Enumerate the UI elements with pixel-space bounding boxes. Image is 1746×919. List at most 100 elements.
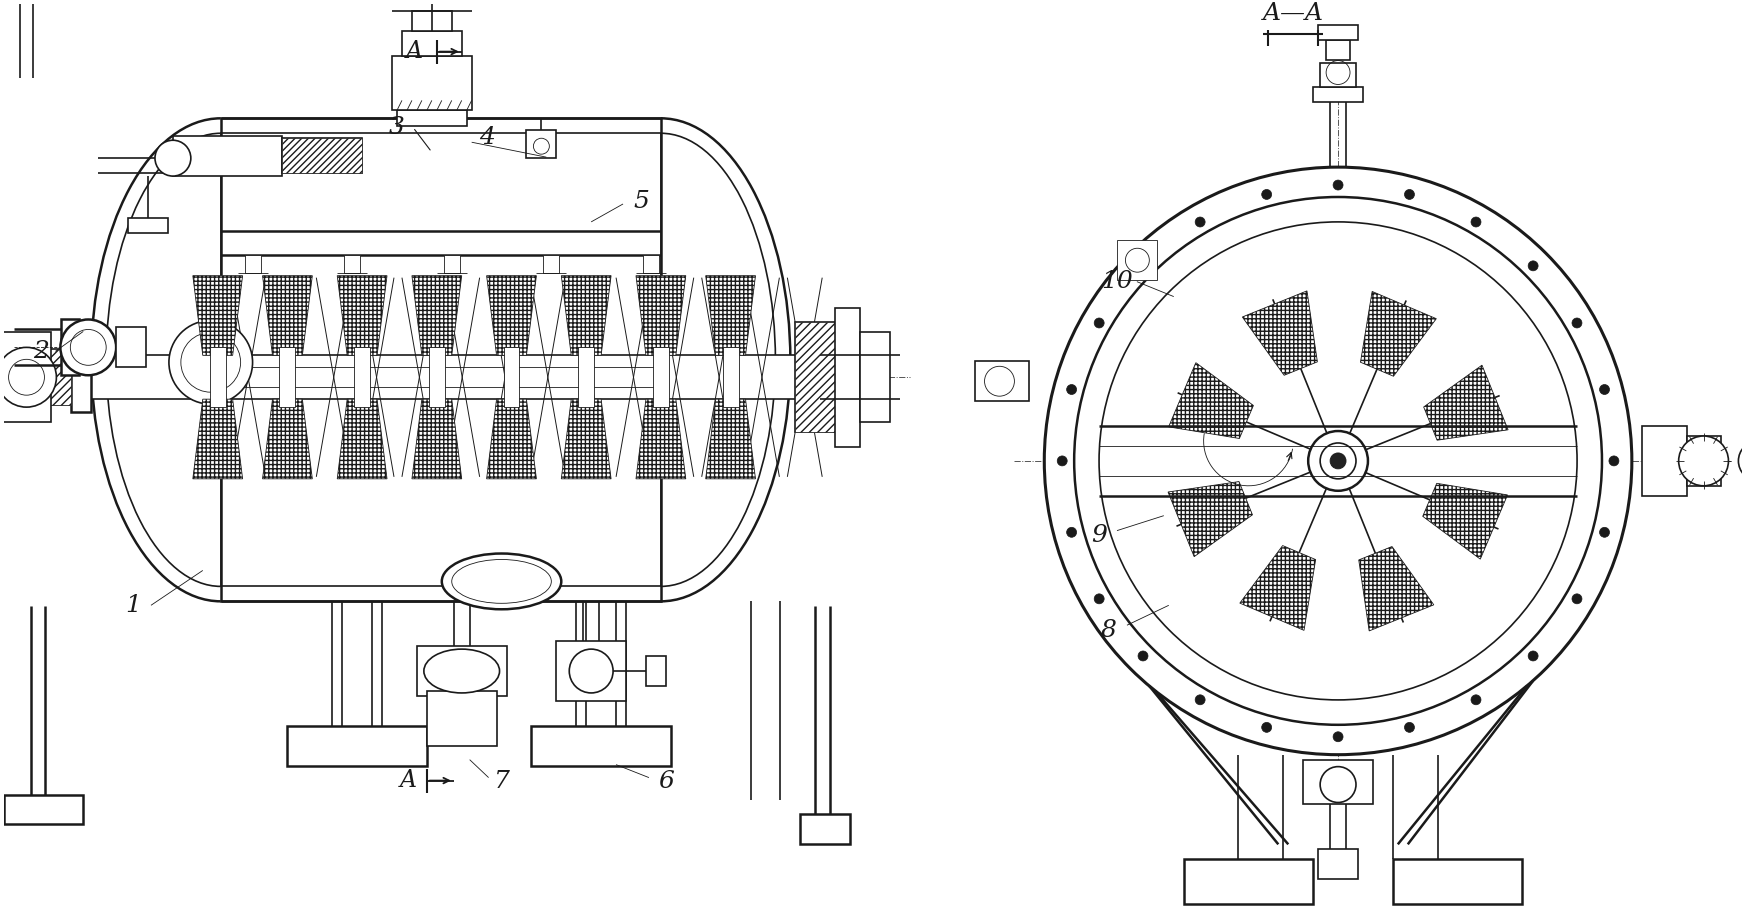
Polygon shape xyxy=(1168,363,1254,438)
Bar xyxy=(861,333,890,422)
Bar xyxy=(117,327,147,368)
Bar xyxy=(354,347,370,407)
Circle shape xyxy=(1196,217,1205,227)
Circle shape xyxy=(155,141,190,176)
Bar xyxy=(1318,25,1358,40)
Text: 1: 1 xyxy=(126,594,141,617)
Bar xyxy=(2,333,51,422)
Bar xyxy=(1117,240,1158,280)
Bar xyxy=(344,255,360,273)
Bar xyxy=(557,641,627,701)
Bar xyxy=(503,347,520,407)
Circle shape xyxy=(985,367,1014,396)
Text: 6: 6 xyxy=(658,770,674,793)
Bar xyxy=(527,130,557,158)
Polygon shape xyxy=(1358,547,1433,631)
Polygon shape xyxy=(1423,483,1507,559)
Bar xyxy=(974,361,1030,402)
Bar xyxy=(220,119,662,601)
Circle shape xyxy=(1472,217,1481,227)
Circle shape xyxy=(1058,456,1067,466)
Polygon shape xyxy=(487,399,536,479)
Text: A: A xyxy=(405,40,423,63)
Bar xyxy=(47,349,72,405)
Bar xyxy=(396,110,466,126)
Bar xyxy=(283,138,361,173)
Circle shape xyxy=(1067,384,1077,394)
Polygon shape xyxy=(262,399,313,479)
Circle shape xyxy=(1262,189,1271,199)
Bar xyxy=(127,218,168,233)
Circle shape xyxy=(1320,766,1357,802)
Polygon shape xyxy=(412,399,461,479)
Text: 3: 3 xyxy=(389,116,405,139)
Ellipse shape xyxy=(424,649,499,693)
Bar xyxy=(412,11,452,30)
Circle shape xyxy=(1138,261,1147,271)
Circle shape xyxy=(1095,594,1103,604)
Circle shape xyxy=(1044,167,1633,754)
Bar xyxy=(430,347,445,407)
Bar xyxy=(531,726,670,766)
Circle shape xyxy=(1095,318,1103,328)
Polygon shape xyxy=(262,276,313,356)
Polygon shape xyxy=(412,276,461,356)
Polygon shape xyxy=(1168,482,1252,557)
Bar xyxy=(82,356,821,399)
Bar xyxy=(443,255,459,273)
Text: 5: 5 xyxy=(634,190,650,213)
Circle shape xyxy=(1196,695,1205,705)
Polygon shape xyxy=(1243,291,1318,375)
Polygon shape xyxy=(560,399,611,479)
Bar xyxy=(173,136,283,176)
Circle shape xyxy=(1308,431,1367,491)
Bar xyxy=(1687,436,1722,486)
Circle shape xyxy=(1334,732,1343,742)
Bar xyxy=(1318,849,1358,879)
Circle shape xyxy=(1334,180,1343,190)
Bar xyxy=(426,691,496,745)
Bar xyxy=(1327,40,1350,60)
Bar xyxy=(417,646,506,696)
Circle shape xyxy=(0,347,56,407)
Polygon shape xyxy=(487,276,536,356)
Text: 8: 8 xyxy=(1102,618,1117,641)
Bar xyxy=(543,255,559,273)
Bar xyxy=(220,133,662,586)
Bar xyxy=(578,347,594,407)
Circle shape xyxy=(1320,443,1357,479)
Bar xyxy=(210,347,225,407)
Bar xyxy=(835,308,861,447)
Text: A: A xyxy=(400,769,417,792)
Text: 7: 7 xyxy=(494,770,510,793)
Polygon shape xyxy=(636,399,686,479)
Polygon shape xyxy=(705,399,756,479)
Circle shape xyxy=(569,649,613,693)
Bar xyxy=(800,814,850,845)
Text: 4: 4 xyxy=(478,126,494,149)
Circle shape xyxy=(1678,436,1729,486)
Bar xyxy=(244,255,260,273)
Polygon shape xyxy=(1360,291,1437,376)
Polygon shape xyxy=(337,399,388,479)
Circle shape xyxy=(1571,318,1582,328)
Bar xyxy=(646,656,665,686)
Circle shape xyxy=(1528,261,1538,271)
Bar xyxy=(288,726,426,766)
Text: 2: 2 xyxy=(33,340,49,363)
Bar xyxy=(723,347,739,407)
Circle shape xyxy=(1404,189,1414,199)
Text: 10: 10 xyxy=(1102,270,1133,293)
Bar xyxy=(653,347,669,407)
Polygon shape xyxy=(705,276,756,356)
Circle shape xyxy=(1599,384,1610,394)
Circle shape xyxy=(1599,528,1610,538)
Bar xyxy=(402,30,461,55)
Polygon shape xyxy=(1240,546,1316,630)
Bar xyxy=(47,349,72,405)
Circle shape xyxy=(1138,651,1147,661)
Bar xyxy=(1393,859,1523,904)
Circle shape xyxy=(1610,456,1619,466)
Ellipse shape xyxy=(442,553,560,609)
Polygon shape xyxy=(1423,365,1509,440)
